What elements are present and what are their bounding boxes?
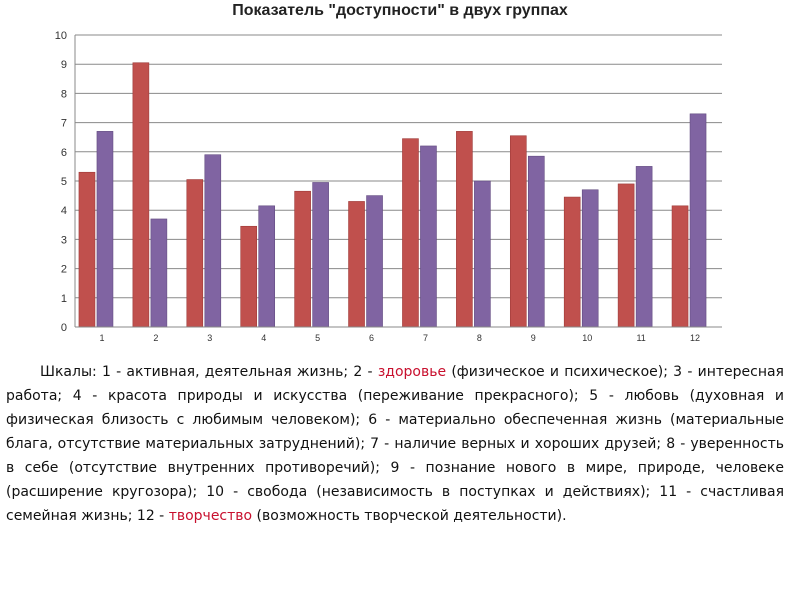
x-tick-label: 1 (99, 333, 104, 343)
scale-legend: Шкалы: 1 - активная, деятельная жизнь; 2… (6, 360, 784, 528)
x-axis-ticks: 1 2 3 4 5 6 7 8 9 10 11 12 (99, 333, 700, 343)
bar-series-2-cat-12 (689, 113, 707, 328)
bar-series-2-cat-5 (312, 182, 329, 328)
legend-highlight-health: здоровье (377, 364, 447, 380)
bar-series-2-cat-1 (96, 131, 114, 328)
y-tick-label: 6 (61, 147, 67, 159)
x-tick-label: 11 (636, 333, 645, 343)
x-tick-label: 12 (690, 333, 700, 343)
y-tick-label: 4 (61, 205, 67, 217)
legend-part-1: Шкалы: 1 - активная, деятельная жизнь; 2… (40, 364, 378, 380)
bar-series-1-cat-12 (671, 205, 689, 328)
bar-series-1-cat-2 (132, 62, 150, 328)
x-tick-label: 4 (261, 333, 266, 343)
x-tick-label: 8 (477, 333, 482, 343)
bar-series-2-cat-4 (258, 205, 276, 328)
legend-highlight-creativity: творчество (168, 508, 253, 524)
y-tick-label: 1 (61, 293, 67, 305)
bar-series-1-cat-1 (78, 171, 96, 328)
x-tick-label: 10 (582, 333, 592, 343)
bar-series-1-cat-11 (617, 183, 635, 328)
bar-series-1-cat-5 (294, 190, 311, 328)
bar-series-1-cat-8 (456, 131, 473, 328)
bar-series-2-cat-3 (204, 154, 222, 328)
bar-series-1-cat-3 (186, 179, 204, 328)
bar-series-2-cat-11 (635, 166, 653, 328)
bar-series-2-cat-6 (366, 195, 383, 328)
bar-series-2-cat-9 (527, 155, 545, 328)
bar-series-2-cat-2 (150, 218, 168, 328)
y-tick-label: 7 (61, 118, 67, 130)
legend-part-2: (физическое и психическое); 3 - интересн… (6, 364, 784, 524)
y-tick-label: 3 (61, 234, 67, 246)
y-tick-label: 10 (55, 30, 67, 42)
bar-series-1-cat-4 (240, 225, 258, 328)
x-tick-label: 2 (153, 333, 158, 343)
y-axis-ticks: 0 1 2 3 4 5 6 7 8 9 10 (55, 30, 67, 334)
y-tick-label: 2 (61, 264, 67, 276)
grid-lines (75, 34, 722, 299)
bar-series-2-cat-10 (581, 189, 599, 328)
bar-series-1-cat-6 (348, 201, 365, 328)
x-tick-label: 9 (531, 333, 536, 343)
y-tick-label: 9 (61, 59, 67, 71)
bars (78, 62, 707, 328)
y-tick-label: 5 (61, 176, 67, 188)
x-tick-label: 3 (207, 333, 212, 343)
x-tick-label: 7 (423, 333, 428, 343)
legend-part-3: (возможность творческой деятельности). (252, 508, 567, 524)
bar-series-2-cat-8 (474, 180, 491, 328)
bar-series-1-cat-9 (509, 135, 527, 328)
bar-series-1-cat-10 (563, 196, 581, 328)
y-tick-label: 0 (61, 322, 67, 334)
y-tick-label: 8 (61, 88, 67, 100)
x-tick-label: 6 (369, 333, 374, 343)
x-tick-label: 5 (315, 333, 320, 343)
chart-title: Показатель "доступности" в двух группах (232, 2, 568, 19)
bar-series-2-cat-7 (420, 145, 437, 328)
bar-series-1-cat-7 (402, 138, 419, 328)
